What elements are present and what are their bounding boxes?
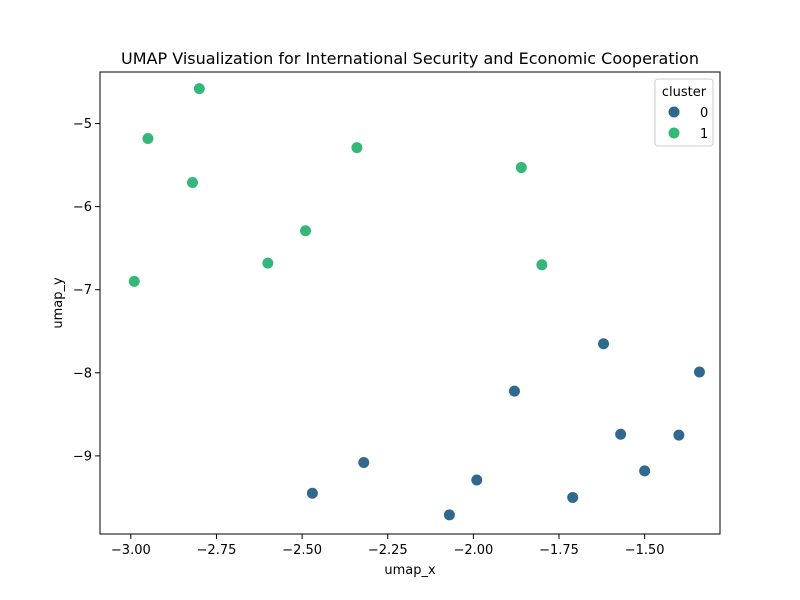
data-point-cluster-0 [507,384,521,398]
x-tick-label: −2.00 [453,543,493,558]
data-point-cluster-0 [692,365,706,379]
y-axis: −9 −8 −7 −6 −5 [73,117,100,464]
y-tick-label: −8 [73,366,92,381]
data-point-cluster-0 [614,427,628,441]
y-tick-label: −9 [73,449,92,464]
plot-area [127,82,706,522]
plot-frame [99,71,721,535]
data-point-cluster-0 [566,490,580,504]
x-tick-label: −1.50 [625,543,665,558]
y-tick-label: −5 [73,117,92,132]
data-point-cluster-1 [350,141,364,155]
data-point-cluster-0 [442,508,456,522]
x-tick-label: −1.75 [539,543,579,558]
legend-label-1: 1 [700,127,708,142]
data-point-cluster-1 [127,274,141,288]
data-point-cluster-1 [299,224,313,238]
data-point-cluster-0 [672,428,686,442]
x-axis-label: umap_x [384,563,436,578]
x-tick-label: −3.00 [111,543,151,558]
data-point-cluster-0 [470,473,484,487]
legend: cluster 0 1 [654,78,714,147]
legend-label-0: 0 [700,106,708,121]
y-tick-label: −7 [73,283,92,298]
legend-title: cluster [662,85,707,100]
data-point-cluster-1 [535,258,549,272]
data-point-cluster-1 [141,131,155,145]
chart-title: UMAP Visualization for International Sec… [121,49,699,68]
data-point-cluster-0 [638,464,652,478]
data-point-cluster-0 [305,486,319,500]
legend-marker-0 [667,105,681,119]
data-point-cluster-1 [192,82,206,96]
data-point-cluster-1 [261,256,275,270]
x-tick-label: −2.75 [197,543,237,558]
data-point-cluster-1 [514,161,528,175]
data-point-cluster-0 [597,337,611,351]
legend-marker-1 [667,126,681,140]
x-tick-label: −2.25 [368,543,408,558]
x-axis: −3.00 −2.75 −2.50 −2.25 −2.00 −1.75 −1.50 [111,534,665,558]
data-point-cluster-1 [185,176,199,190]
x-tick-label: −2.50 [282,543,322,558]
y-tick-label: −6 [73,200,92,215]
data-point-cluster-0 [357,456,371,470]
y-axis-label: umap_y [51,277,66,329]
